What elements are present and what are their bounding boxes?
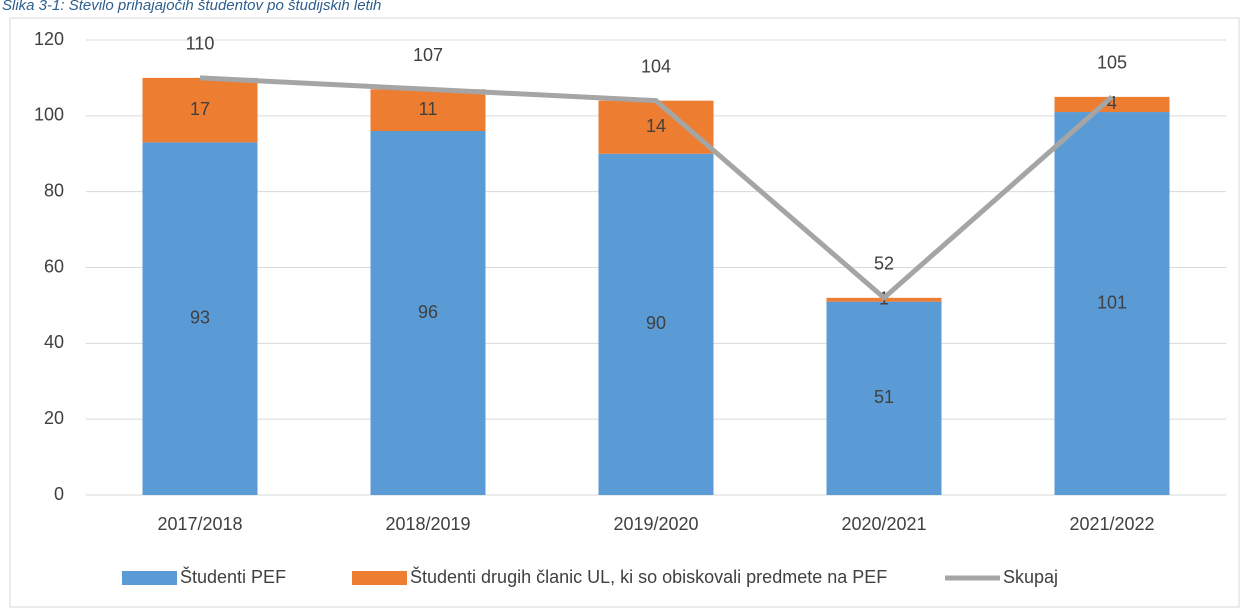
legend-swatch	[122, 571, 177, 585]
y-tick-label: 100	[34, 105, 64, 125]
bar-segment	[370, 89, 486, 131]
data-label: 17	[190, 99, 210, 119]
x-tick-label: 2018/2019	[385, 514, 470, 534]
line	[199, 75, 1114, 301]
bar-segment	[142, 142, 258, 495]
data-label: 96	[418, 302, 438, 322]
y-tick-label: 40	[44, 332, 64, 352]
bar-segment	[826, 301, 942, 495]
bar-segment	[598, 153, 714, 495]
data-label: 93	[190, 307, 210, 327]
data-label: 51	[874, 387, 894, 407]
data-label: 11	[419, 99, 438, 119]
y-tick-label: 120	[34, 29, 64, 49]
chart-border	[9, 17, 1240, 608]
x-tick-label: 2019/2020	[613, 514, 698, 534]
chart-title: Slika 3-1: Število prihajajočih študento…	[2, 0, 381, 14]
y-tick-label: 0	[54, 484, 64, 504]
y-tick-label: 20	[44, 408, 64, 428]
bar-segment	[598, 100, 714, 154]
y-tick-label: 80	[44, 180, 64, 200]
bar-segment	[1054, 96, 1170, 113]
x-tick-label: 2020/2021	[841, 514, 926, 534]
data-label: 104	[641, 56, 671, 76]
x-tick-label: 2021/2022	[1069, 514, 1154, 534]
bar-segment	[370, 131, 486, 495]
legend-label: Študenti PEF	[180, 566, 286, 587]
data-label: 107	[413, 45, 443, 65]
data-label: 105	[1097, 53, 1127, 73]
data-label: 90	[646, 313, 666, 333]
legend-label: Študenti drugih članic UL, ki so obiskov…	[410, 566, 887, 587]
data-label: 4	[1107, 93, 1117, 113]
legend-label: Skupaj	[1003, 567, 1058, 587]
data-label: 101	[1097, 292, 1127, 312]
data-label: 14	[646, 116, 666, 136]
x-tick-label: 2017/2018	[157, 514, 242, 534]
legend-swatch	[352, 571, 407, 585]
y-tick-label: 60	[44, 256, 64, 276]
bar-segment	[1054, 112, 1170, 496]
data-label: 110	[186, 34, 215, 54]
bar-segment	[142, 77, 258, 143]
data-label: 52	[874, 254, 894, 274]
